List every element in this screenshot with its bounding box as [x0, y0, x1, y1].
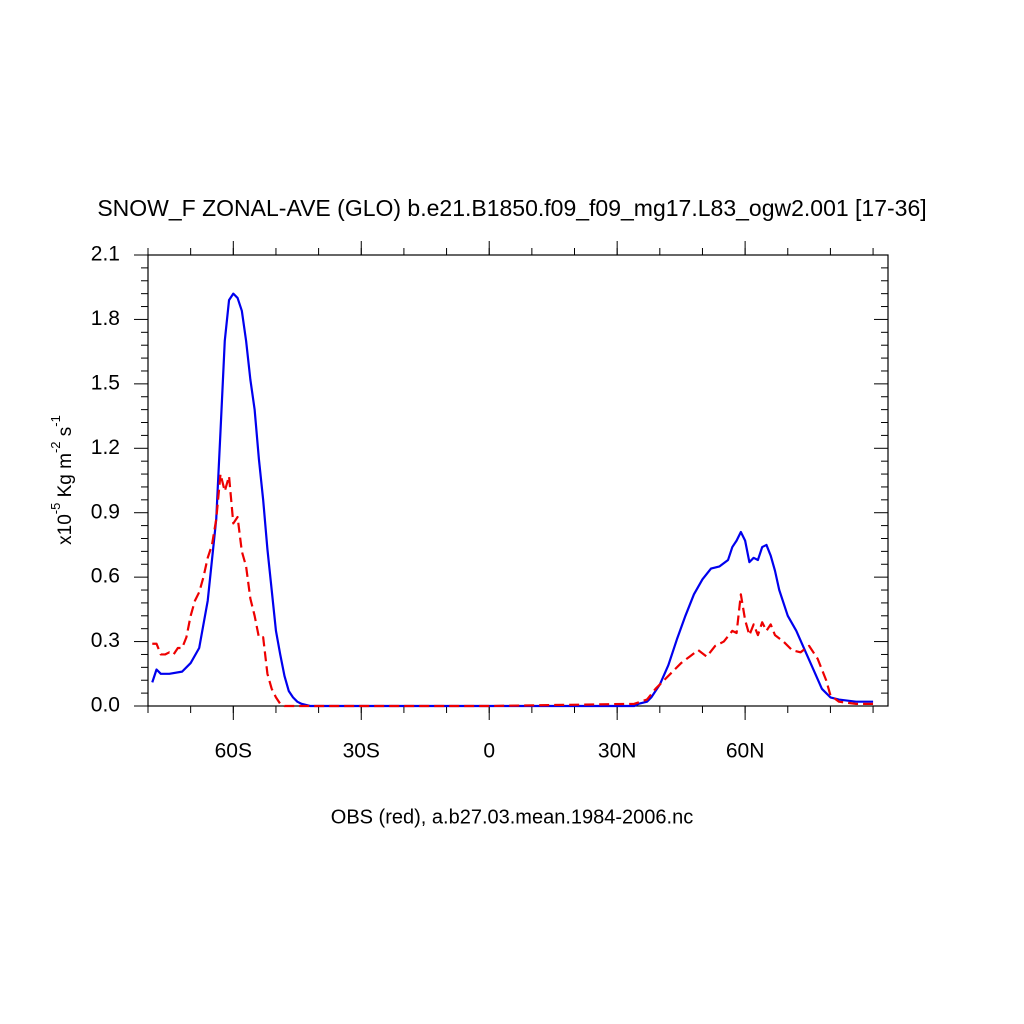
y-label-superscript: -2 — [48, 441, 63, 453]
y-tick-label: 1.5 — [91, 371, 120, 394]
y-label-part: s — [55, 427, 76, 442]
data-line — [151, 292, 874, 708]
chart-title: SNOW_F ZONAL-AVE (GLO) b.e21.B1850.f09_f… — [97, 195, 926, 221]
y-tick-label: 0.9 — [91, 500, 120, 523]
x-tick-label: 30S — [343, 740, 380, 763]
x-tick-label: 60S — [215, 740, 252, 763]
y-tick-label: 0.0 — [91, 694, 120, 717]
plot-frame — [147, 254, 889, 707]
y-tick-label: 1.8 — [91, 307, 120, 330]
x-tick-label: 30N — [598, 740, 637, 763]
data-line — [152, 472, 874, 708]
x-axis-label: OBS (red), a.b27.03.mean.1984-2006.nc — [331, 806, 693, 828]
y-label-superscript: -5 — [48, 503, 63, 515]
y-tick-label: 0.3 — [91, 629, 120, 652]
y-label-part: x10 — [55, 514, 76, 545]
y-tick-label: 0.6 — [91, 565, 120, 588]
x-tick-label: 0 — [483, 740, 495, 763]
y-axis-label: x10-5 Kg m-2 s-1 — [48, 415, 76, 545]
y-label-part: Kg m — [55, 453, 76, 503]
y-tick-label: 1.2 — [91, 436, 120, 459]
x-tick-label: 60N — [726, 740, 765, 763]
y-label-superscript: -1 — [48, 415, 63, 427]
y-tick-label: 2.1 — [91, 243, 120, 266]
